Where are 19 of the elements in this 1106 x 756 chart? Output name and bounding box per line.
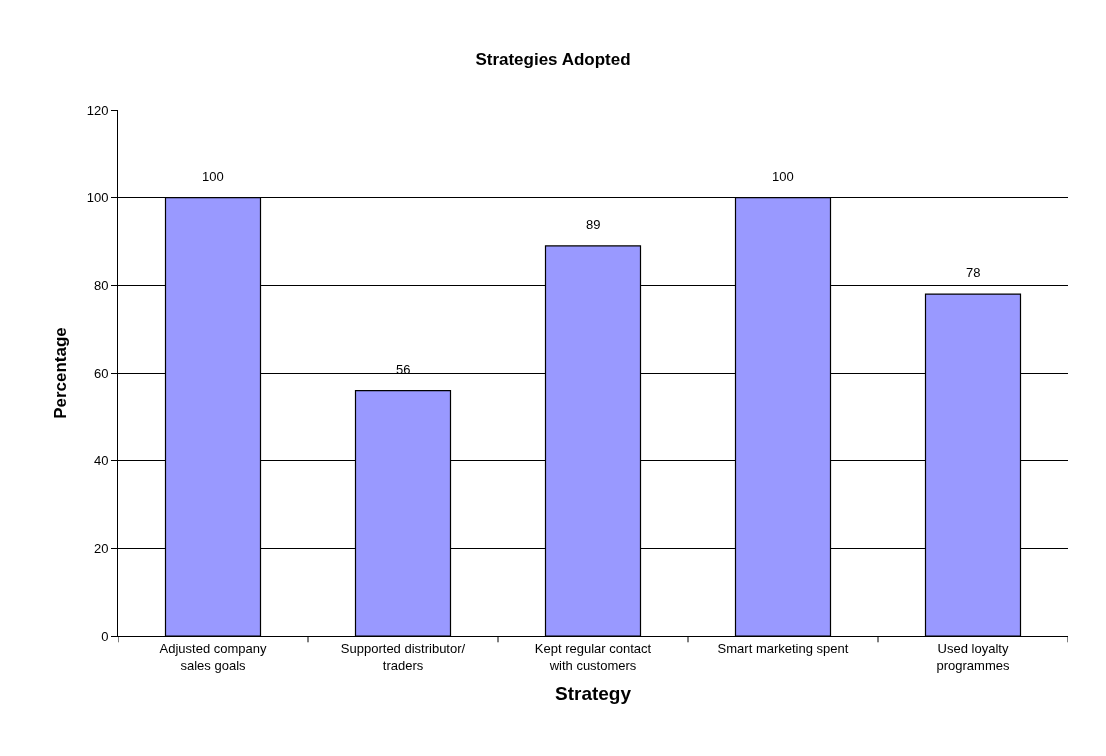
data-label: 100	[202, 169, 224, 184]
x-tick-label: Adjusted company sales goals	[159, 640, 267, 673]
y-tick-label: 80	[93, 277, 109, 293]
x-axis-title: Strategy	[554, 683, 632, 705]
x-tick-label: Supported distributor/ traders	[340, 640, 466, 673]
y-tick-label: 60	[93, 365, 109, 381]
chart-title: Strategies Adopted	[475, 49, 631, 69]
y-tick-label: 40	[93, 453, 109, 469]
data-label: 100	[772, 169, 794, 184]
y-axis-title: Percentage	[51, 327, 71, 419]
data-label: 89	[586, 217, 601, 232]
y-tick-label: 120	[86, 102, 109, 118]
y-tick-label: 20	[93, 540, 109, 556]
y-tick-label: 100	[86, 190, 109, 206]
y-tick-label: 0	[101, 628, 109, 644]
x-tick-label: Used loyalty programmes	[936, 640, 1010, 673]
x-tick-label: Smart marketing spent	[717, 640, 849, 656]
data-label: 78	[966, 265, 981, 280]
x-tick-label: Kept regular contact with customers	[534, 640, 652, 673]
